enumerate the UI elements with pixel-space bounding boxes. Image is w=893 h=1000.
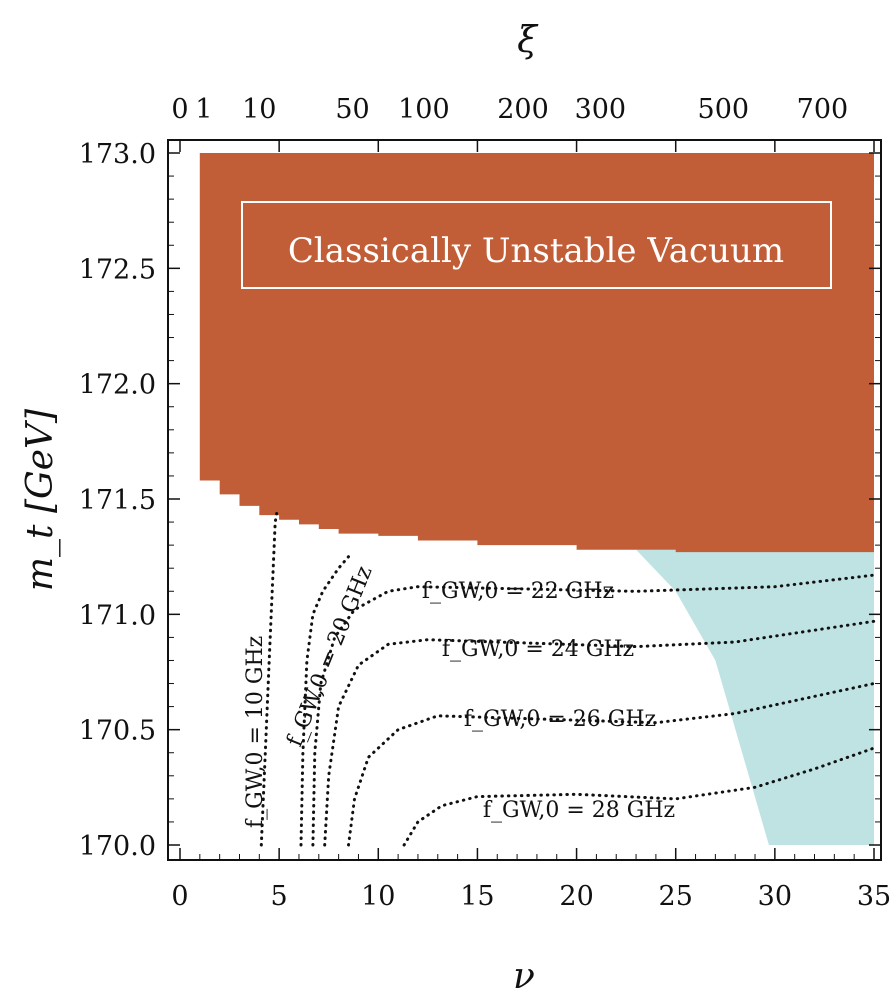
contour-label: f_GW,0 = 22 GHz [422,579,614,604]
contour-label: f_GW,0 = 10 GHz [243,636,268,828]
top-tick-label: 10 [242,94,276,125]
contour-label: f_GW,0 = 20 GHz [282,563,377,751]
top-tick-label: 300 [575,94,627,125]
region-label: Classically Unstable Vacuum [288,231,784,271]
axes-frame [167,139,882,861]
y-tick-label: 172.5 [79,254,156,285]
x-tick-label: 35 [857,881,891,912]
y-tick-label: 170.5 [79,716,156,747]
contour-line [259,509,279,847]
plot-frame [167,139,882,861]
top-tick-label: 50 [335,94,369,125]
top-axis-title: ξ [517,20,539,61]
y-tick-label: 171.5 [79,485,156,516]
top-tick-label: 200 [497,94,549,125]
y-axis-title: m_t [GeV] [20,408,61,591]
labels-layer: ν ξ m_t [GeV] [20,20,539,997]
top-tick-label: 0 [171,94,188,125]
contour-label: f_GW,0 = 24 GHz [442,637,634,662]
contour-label: f_GW,0 = 28 GHz [483,798,675,823]
y-tick-label: 170.0 [79,831,156,862]
x-axis-title: ν [513,956,535,997]
top-tick-label: 700 [797,94,849,125]
top-tick-label: 100 [398,94,450,125]
x-tick-label: 5 [271,881,288,912]
x-tick-label: 0 [171,881,188,912]
x-tick-label: 20 [559,881,593,912]
contour-line [299,555,350,847]
contour-label: f_GW,0 = 26 GHz [464,707,656,732]
y-tick-label: 171.0 [79,600,156,631]
region-label-box [241,201,832,289]
y-tick-label: 173.0 [79,139,156,170]
top-tick-label: 500 [698,94,750,125]
x-tick-label: 25 [659,881,693,912]
x-tick-label: 15 [460,881,494,912]
unstable-vacuum-region [199,153,875,553]
y-tick-label: 172.0 [79,370,156,401]
x-tick-label: 30 [758,881,792,912]
x-tick-label: 10 [361,881,395,912]
top-tick-label: 1 [195,94,212,125]
contour-line [347,682,876,847]
regions-layer: Classically Unstable Vacuum [199,153,875,845]
excluded-region [636,549,874,845]
contour-line [323,619,876,847]
ticks-layer: 0 5 10 15 20 25 30 35170.0170.5171.0171.5172.01… [79,94,891,912]
